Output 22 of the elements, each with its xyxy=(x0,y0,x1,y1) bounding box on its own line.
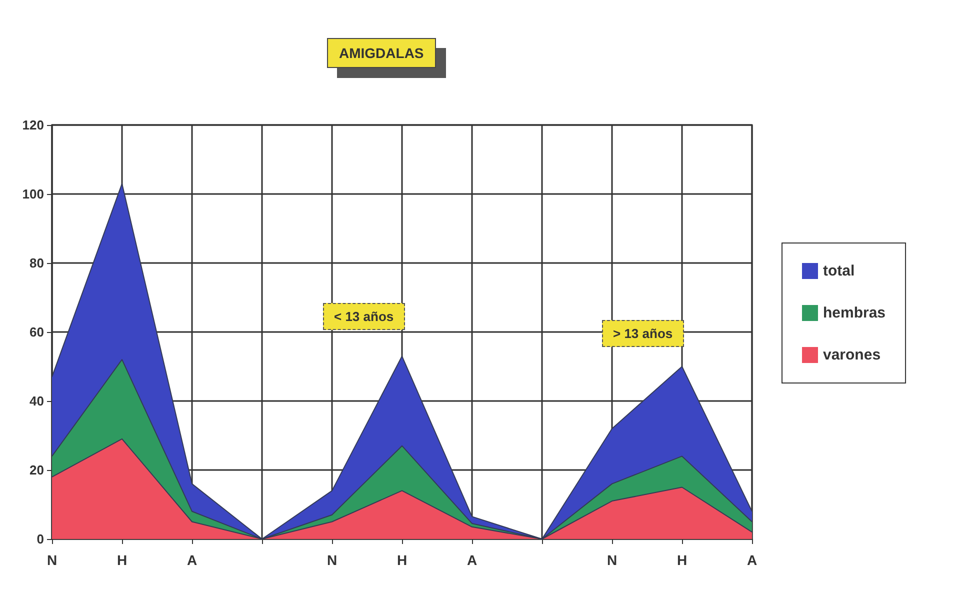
x-tick-label: N xyxy=(326,552,338,568)
legend-label: varones xyxy=(823,346,881,364)
legend-label: total xyxy=(823,262,855,280)
x-tick-label: N xyxy=(46,552,58,568)
x-tick-label: H xyxy=(116,552,128,568)
x-tick-label: H xyxy=(396,552,408,568)
annotation: < 13 años xyxy=(323,303,405,330)
x-tick-label: A xyxy=(746,552,758,568)
legend-label: hembras xyxy=(823,304,886,322)
y-tick-label: 40 xyxy=(30,394,44,408)
y-tick-label: 60 xyxy=(30,324,44,340)
x-tick-label: H xyxy=(676,552,688,568)
x-tick-label: A xyxy=(186,552,198,568)
y-tick-label: 0 xyxy=(36,532,44,546)
y-tick-label: 120 xyxy=(22,118,44,132)
y-tick-label: 20 xyxy=(30,462,44,478)
x-tick-label: A xyxy=(466,552,478,568)
y-tick-label: 100 xyxy=(22,186,44,202)
chart-title: AMIGDALAS xyxy=(339,45,424,61)
annotation: > 13 años xyxy=(602,320,684,347)
x-tick-label: N xyxy=(606,552,618,568)
y-tick-label: 80 xyxy=(30,256,44,270)
